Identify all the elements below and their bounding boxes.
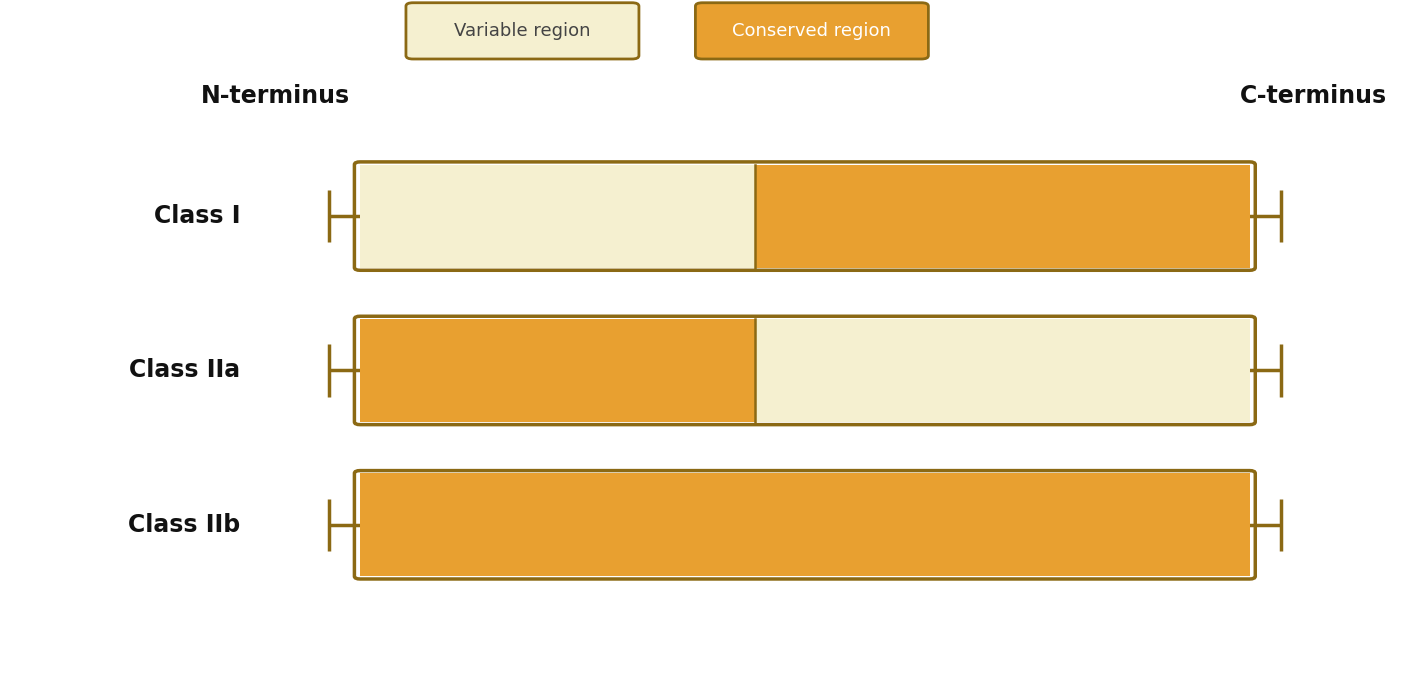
Bar [755,165,1250,268]
Text: C-terminus: C-terminus [1240,84,1387,108]
Text: Class IIb: Class IIb [128,513,240,536]
FancyBboxPatch shape [407,3,640,59]
Text: Variable region: Variable region [455,22,590,40]
Text: N-terminus: N-terminus [201,84,350,108]
Text: Class I: Class I [154,204,240,228]
Bar [755,319,1250,422]
Text: Conserved region: Conserved region [733,22,891,40]
FancyBboxPatch shape [695,3,929,59]
Bar [360,319,755,422]
Bar [360,473,1250,576]
Bar [360,165,755,268]
Text: Class IIa: Class IIa [128,359,240,382]
